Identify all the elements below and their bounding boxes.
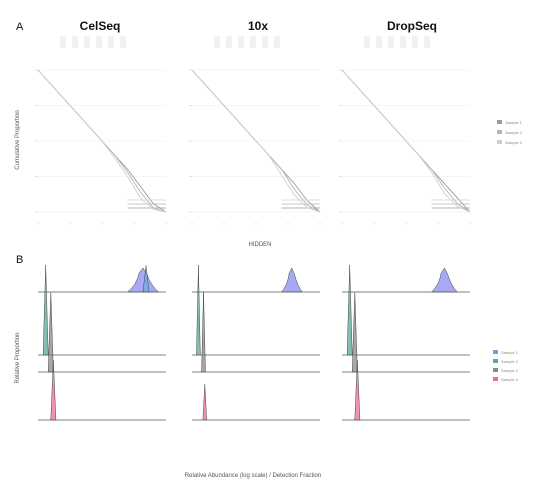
series-line-3 <box>341 69 471 213</box>
column-title-dropseq: DropSeq <box>387 19 437 33</box>
header-block <box>238 36 244 48</box>
legend-b-label-3: Sample 3 <box>501 368 519 373</box>
legend-b-label-2: Sample 2 <box>501 359 519 364</box>
panel-a-plot-3 <box>339 36 471 225</box>
density-peak-row-1 <box>430 267 458 293</box>
density-peak-row-4 <box>354 359 361 421</box>
panel-b-legend: Sample 1 Sample 2 Sample 3 Sample 4 <box>493 350 519 382</box>
column-title-10x: 10x <box>248 19 268 33</box>
header-block <box>120 36 126 48</box>
legend-b-key-4 <box>493 377 498 381</box>
density-peak-row-3 <box>351 291 358 373</box>
header-block <box>400 36 406 48</box>
density-peak-row-2 <box>196 264 201 356</box>
panel-a-y-axis-title: Cumulative Proportion <box>15 110 21 169</box>
density-peak-row-2 <box>42 264 49 356</box>
header-block <box>364 36 370 48</box>
header-block <box>72 36 78 48</box>
header-block <box>108 36 114 48</box>
panel-a-label: A <box>16 21 24 33</box>
panel-a-legend: Sample 1 Sample 2 Sample 3 <box>497 120 523 145</box>
legend-key-3 <box>497 140 502 144</box>
column-title-celseq: CelSeq <box>80 19 121 33</box>
header-block <box>388 36 394 48</box>
header-block <box>424 36 430 48</box>
panel-a-x-axis-title: HIDDEN <box>248 242 271 248</box>
header-block <box>84 36 90 48</box>
header-block <box>60 36 66 48</box>
density-peak-row-2 <box>346 264 353 356</box>
panel-b-y-axis-title: Relative Proportion <box>15 332 21 383</box>
legend-b-key-1 <box>493 350 498 354</box>
header-block <box>412 36 418 48</box>
series-line-3 <box>37 69 167 213</box>
legend-key-1 <box>497 120 502 124</box>
panel-a-plot-2 <box>189 36 321 225</box>
header-block <box>262 36 268 48</box>
header-block <box>96 36 102 48</box>
density-peak-row-4 <box>202 383 207 421</box>
legend-label-3: Sample 3 <box>505 140 523 145</box>
header-block <box>274 36 280 48</box>
header-block <box>250 36 256 48</box>
series-line-3 <box>191 69 321 213</box>
legend-b-key-2 <box>493 359 498 363</box>
header-block <box>376 36 382 48</box>
header-block <box>226 36 232 48</box>
panel-b-x-axis-title: Relative Abundance (log scale) / Detecti… <box>185 473 321 479</box>
panel-b-label: B <box>16 254 23 266</box>
density-peak-overlay <box>142 265 150 293</box>
density-peak-row-3 <box>47 291 54 373</box>
legend-label-1: Sample 1 <box>505 120 523 125</box>
legend-b-label-1: Sample 1 <box>501 350 519 355</box>
header-block <box>214 36 220 48</box>
panel-a-plot-1 <box>35 36 167 225</box>
legend-label-2: Sample 2 <box>505 130 523 135</box>
legend-b-label-4: Sample 4 <box>501 377 519 382</box>
legend-b-key-3 <box>493 368 498 372</box>
density-peak-row-1 <box>281 267 303 293</box>
density-peak-row-1 <box>126 267 159 293</box>
chart-area <box>35 36 471 421</box>
density-peak-row-4 <box>50 359 57 421</box>
density-peak-row-3 <box>201 291 206 373</box>
legend-key-2 <box>497 130 502 134</box>
